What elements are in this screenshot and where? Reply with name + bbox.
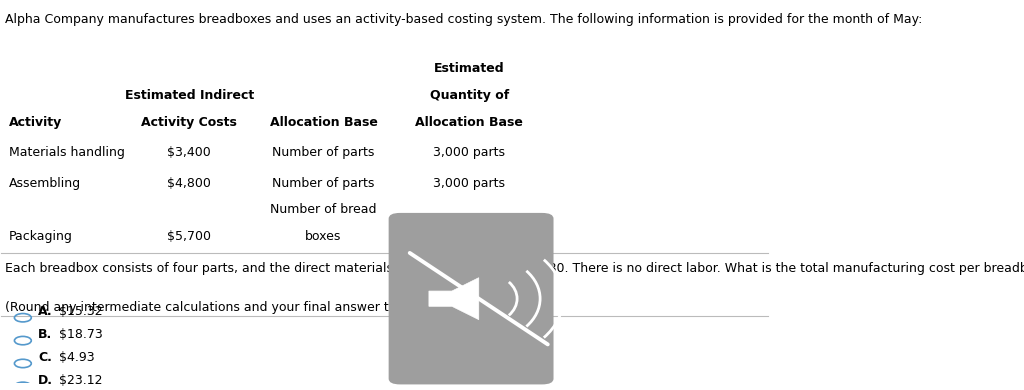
Text: Number of parts: Number of parts: [272, 146, 375, 159]
Text: (Round any intermediate calculations and your final answer to the nearest cent.): (Round any intermediate calculations and…: [5, 301, 513, 314]
Text: Alpha Company manufactures breadboxes and uses an activity-based costing system.: Alpha Company manufactures breadboxes an…: [5, 13, 923, 26]
Text: Estimated: Estimated: [434, 62, 505, 75]
FancyBboxPatch shape: [389, 213, 554, 385]
Text: Quantity of: Quantity of: [429, 89, 509, 102]
Text: B.: B.: [38, 328, 52, 341]
Text: Estimated Indirect: Estimated Indirect: [125, 89, 254, 102]
Text: $15.32: $15.32: [59, 305, 102, 318]
Text: C.: C.: [38, 351, 52, 364]
Text: 3,000 parts: 3,000 parts: [433, 146, 505, 159]
Text: $5,700: $5,700: [167, 230, 211, 243]
Text: Activity Costs: Activity Costs: [141, 116, 238, 129]
Text: Materials handling: Materials handling: [9, 146, 125, 159]
Text: D.: D.: [38, 374, 53, 387]
Text: $4.93: $4.93: [59, 351, 94, 364]
Text: Allocation Base: Allocation Base: [269, 116, 378, 129]
Text: $23.12: $23.12: [59, 374, 102, 387]
Text: Activity: Activity: [9, 116, 62, 129]
Text: Number of bread: Number of bread: [270, 204, 377, 216]
Text: $18.73: $18.73: [59, 328, 102, 341]
Text: 3,000 parts: 3,000 parts: [433, 177, 505, 190]
Polygon shape: [429, 278, 479, 320]
Text: Assembling: Assembling: [9, 177, 81, 190]
Text: Packaging: Packaging: [9, 230, 73, 243]
Text: $3,400: $3,400: [167, 146, 211, 159]
Text: Each breadbox consists of four parts, and the direct materials cost per breadbox: Each breadbox consists of four parts, an…: [5, 262, 1024, 275]
Text: Number of parts: Number of parts: [272, 177, 375, 190]
Text: $4,800: $4,800: [167, 177, 211, 190]
Text: 1,300 bread boxes: 1,300 bread boxes: [411, 230, 527, 243]
Text: A.: A.: [38, 305, 53, 318]
Text: boxes: boxes: [305, 230, 342, 243]
Text: Allocation Base: Allocation Base: [416, 116, 523, 129]
